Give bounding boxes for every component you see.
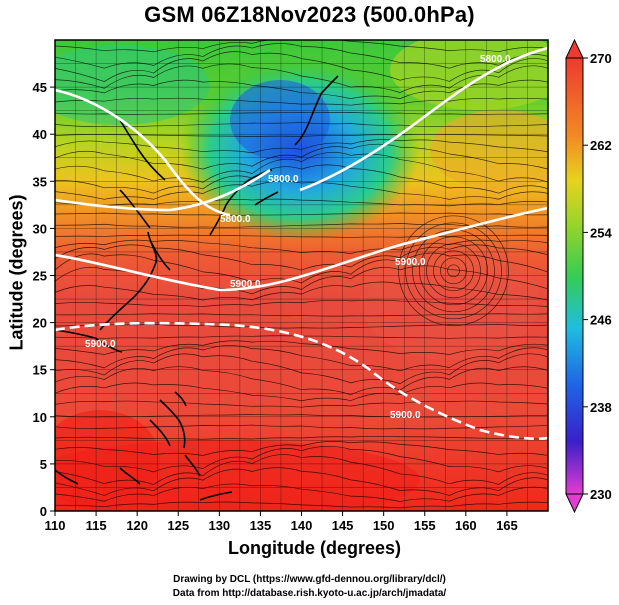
y-tick-label: 0 <box>40 504 47 519</box>
colorbar-label: 262 <box>590 138 612 153</box>
y-axis-ticks: 0 5 10 15 20 25 30 35 40 45 <box>33 80 55 519</box>
temperature-field: 5800.0 5900.0 5900.0 5900.0 5900.0 5800.… <box>55 40 548 511</box>
x-tick-label: 150 <box>373 518 395 533</box>
colorbar-label: 230 <box>590 487 612 502</box>
contour-label-3: 5900.0 <box>395 257 426 268</box>
x-tick-label: 120 <box>126 518 148 533</box>
y-tick-label: 5 <box>40 457 47 472</box>
x-tick-label: 160 <box>455 518 477 533</box>
credit-dcl: Drawing by DCL (https://www.gfd-dennou.o… <box>173 574 446 585</box>
colorbar-min-arrow <box>565 493 584 514</box>
contour-label-4: 5900.0 <box>85 339 116 350</box>
x-tick-label: 165 <box>496 518 518 533</box>
coastline <box>55 75 339 501</box>
y-tick-label: 15 <box>33 363 47 378</box>
x-tick-label: 145 <box>332 518 354 533</box>
y-tick-label: 35 <box>33 174 47 189</box>
x-tick-label: 130 <box>208 518 230 533</box>
y-tick-label: 45 <box>33 80 47 95</box>
y-tick-label: 10 <box>33 410 47 425</box>
credit-data-source: Data from http://database.rish.kyoto-u.a… <box>172 588 447 599</box>
x-tick-label: 135 <box>250 518 272 533</box>
x-tick-label: 125 <box>167 518 189 533</box>
contour-label-5: 5900.0 <box>390 410 421 421</box>
x-axis-ticks: 110 115 120 125 130 135 140 145 150 155 160 165 <box>45 511 518 533</box>
y-tick-label: 20 <box>33 316 47 331</box>
colorbar-label: 246 <box>590 313 612 328</box>
contour-label-7: 5800.0 <box>268 174 299 185</box>
y-tick-label: 25 <box>33 269 47 284</box>
x-tick-label: 110 <box>45 518 66 533</box>
colorbar-label: 254 <box>590 225 612 240</box>
x-tick-label: 115 <box>86 518 107 533</box>
x-axis-label: Longitude (degrees) <box>227 538 401 558</box>
colorbar-label: 270 <box>590 51 612 66</box>
colorbar-label: 238 <box>590 400 612 415</box>
contour-label-6: 5800.0 <box>480 54 511 65</box>
geopotential-contours <box>55 46 548 441</box>
x-tick-label: 155 <box>414 518 436 533</box>
y-tick-label: 40 <box>33 127 47 142</box>
colorbar: 270 262 254 246 238 230 <box>565 38 612 514</box>
colorbar-max-arrow <box>565 38 584 59</box>
y-tick-label: 30 <box>33 221 47 236</box>
map-title: GSM 06Z18Nov2023 (500.0hPa) <box>144 2 475 27</box>
x-tick-label: 140 <box>291 518 313 533</box>
contour-label-1: 5800.0 <box>220 214 251 225</box>
contour-label-2: 5900.0 <box>230 279 261 290</box>
